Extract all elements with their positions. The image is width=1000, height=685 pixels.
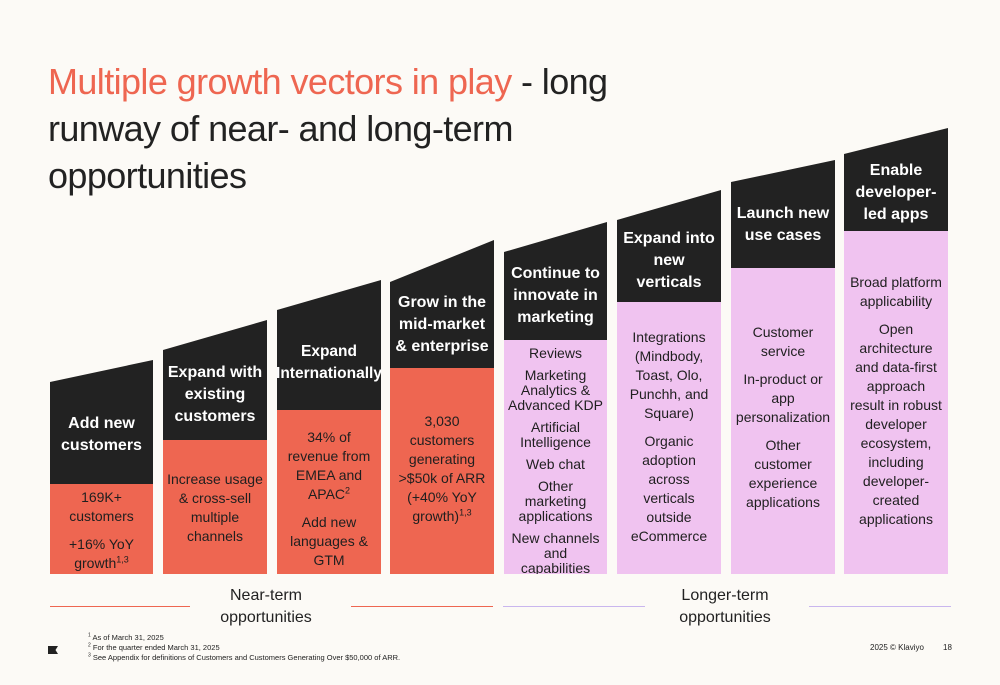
column-text: Other customer experience applications [746, 437, 820, 510]
column-body: 169K+ customers +16% YoY growth1,3 [50, 484, 153, 574]
column-body: Reviews Marketing Analytics & Advanced K… [504, 340, 607, 574]
column-heading: Add new customers [61, 415, 142, 454]
column-launch-use-cases: Launch new use cases Customer service In… [731, 160, 835, 574]
footnotes: 1 As of March 31, 2025 2 For the quarter… [88, 633, 400, 663]
column-body: Increase usage & cross-sell multiple cha… [163, 440, 267, 574]
column-expand-existing-customers: Expand with existing customers Increase … [163, 320, 267, 574]
column-expand-internationally: Expand Internationally 34% of revenue fr… [277, 280, 381, 574]
column-text: Integrations (Mindbody, Toast, Olo, Punc… [629, 329, 709, 421]
column-innovate-marketing: Continue to innovate in marketing Review… [504, 222, 607, 574]
footnote: 1 As of March 31, 2025 [88, 632, 164, 642]
column-body: 3,030 customers generating >$50k of ARR … [390, 368, 494, 574]
longer-term-label: Longer-term opportunities [679, 587, 771, 626]
copyright: 2025 © Klaviyo [870, 643, 924, 652]
klaviyo-logo-icon [48, 646, 58, 654]
column-body: Integrations (Mindbody, Toast, Olo, Punc… [617, 302, 721, 574]
column-expand-verticals: Expand into new verticals Integrations (… [617, 190, 721, 574]
column-text: Increase usage & cross-sell multiple cha… [167, 471, 263, 544]
column-text: Marketing Analytics & Advanced KDP [508, 367, 603, 413]
column-heading: Launch new use cases [736, 205, 830, 244]
column-header-shape [390, 240, 494, 368]
column-header-shape [844, 128, 948, 231]
column-header-shape [163, 320, 267, 440]
column-text: Reviews [529, 345, 582, 361]
column-header-shape [731, 160, 835, 268]
column-heading: Enable developer-led apps [855, 161, 937, 223]
longer-term-line-right [809, 606, 951, 607]
column-body: 34% of revenue from EMEA and APAC2 Add n… [277, 410, 381, 574]
column-text: New channels and capabilities [511, 530, 600, 575]
footnote: 2 For the quarter ended March 31, 2025 [88, 642, 220, 652]
column-heading: Grow in the mid-market & enterprise [395, 294, 489, 355]
title-accent: Multiple growth vectors in play [48, 61, 512, 102]
column-text: Web chat [526, 456, 585, 472]
longer-term-line-left [503, 606, 645, 607]
column-header-shape [617, 190, 721, 302]
column-body: Customer service In-product or app perso… [731, 268, 835, 574]
column-text: Other marketing applications [518, 478, 593, 524]
column-heading: Continue to innovate in marketing [511, 265, 600, 326]
column-text: Customer service [752, 324, 814, 359]
column-text-with-footnote: 34% of revenue from EMEA and APAC2 [287, 429, 371, 502]
slide-title: Multiple growth vectors in play - long r… [48, 58, 608, 199]
column-header-shape [277, 280, 381, 410]
column-add-new-customers: Add new customers 169K+ customers +16% Y… [50, 360, 153, 574]
column-heading: Expand with existing customers [167, 364, 263, 425]
column-heading: Expand Internationally [277, 343, 381, 382]
column-text: Artificial Intelligence [520, 419, 591, 450]
column-heading: Expand into new verticals [623, 230, 715, 291]
column-text: Broad platform applicability [850, 274, 942, 309]
column-text: Add new languages & GTM resources [290, 514, 368, 574]
page-number: 18 [943, 643, 952, 652]
column-header-shape [50, 360, 153, 484]
column-text: Organic adoption across verticals outsid… [630, 433, 708, 544]
near-term-line-left [50, 606, 190, 607]
column-header-shape [504, 222, 607, 340]
column-text: In-product or app personalization [735, 371, 831, 425]
column-grow-mid-market: Grow in the mid-market & enterprise 3,03… [390, 240, 494, 574]
column-text-with-footnote: +16% YoY growth1,3 [68, 536, 134, 571]
near-term-line-right [351, 606, 493, 607]
column-text: 169K+ customers [69, 489, 134, 524]
near-term-label: Near-term opportunities [220, 587, 312, 626]
column-text-with-footnote: 3,030 customers generating >$50k of ARR … [398, 413, 486, 524]
column-developer-apps: Enable developer-led apps Broad platform… [844, 128, 948, 574]
footnote: 3 See Appendix for definitions of Custom… [88, 652, 401, 662]
title-rest: - long runway of near- and long-term opp… [48, 61, 608, 196]
column-body: Broad platform applicability Open archit… [844, 231, 948, 574]
column-text: Open architecture and data-first approac… [850, 321, 942, 527]
